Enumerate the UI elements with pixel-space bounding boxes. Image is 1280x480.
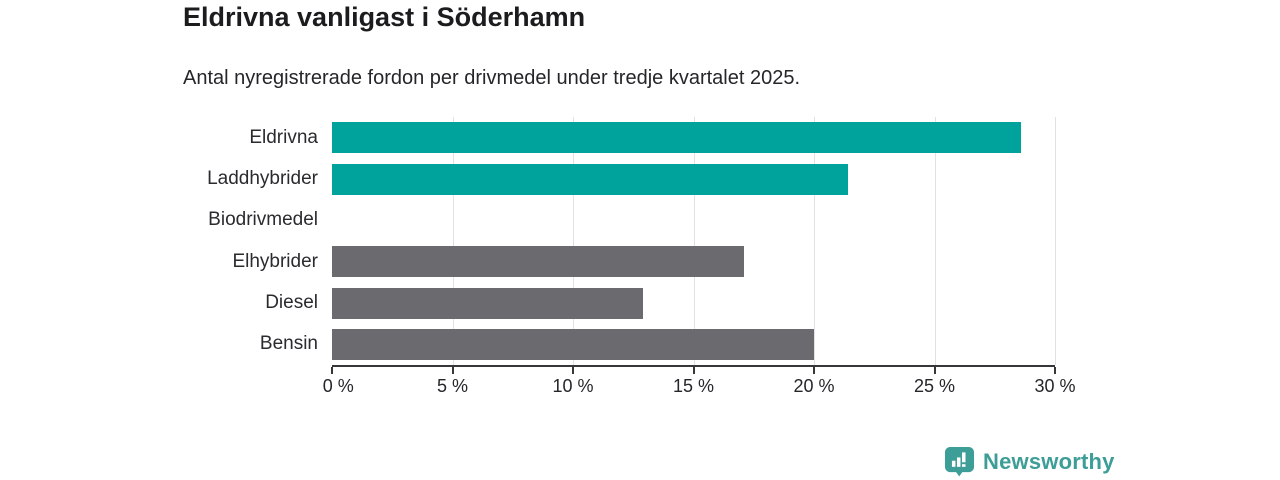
gridline-5 [452, 117, 454, 365]
tick-label-20: 20 % [793, 376, 835, 396]
tick-mark-15 [692, 367, 695, 374]
bar-diesel [332, 287, 643, 319]
tick-label-30: 30 % [1034, 376, 1076, 396]
tick-mark-5 [451, 367, 454, 374]
category-label-eldrivna: Eldrivna [249, 126, 318, 148]
tick-label-5: 5 % [436, 376, 469, 396]
tick-mark-30 [1054, 367, 1056, 374]
tick-label-25: 25 % [913, 376, 956, 396]
tick-mark-10 [572, 367, 574, 374]
category-label-elhybrider: Elhybrider [232, 250, 318, 272]
chart-subtitle: Antal nyregistrerade fordon per drivmede… [183, 67, 801, 89]
tick-mark-0 [331, 367, 333, 374]
x-axis: 0 % 5 % 10 % 15 % 20 % 25 % 30 % [323, 367, 1076, 396]
category-label-diesel: Diesel [265, 291, 318, 313]
y-axis-category-labels: Eldrivna Laddhybrider Biodrivmedel Elhybrid… [0, 117, 318, 365]
plot-area [332, 117, 1056, 367]
tick-label-15: 15 % [672, 376, 715, 396]
bar-elhybrider [332, 246, 745, 278]
tick-label-0: 0 % [322, 376, 354, 396]
bar-eldrivna [332, 122, 1022, 154]
gridline-20 [814, 117, 815, 365]
category-label-bensin: Bensin [259, 333, 318, 355]
logo-text: Newsworthy [983, 448, 1115, 474]
tick-mark-20 [813, 367, 815, 374]
bar-laddhybrider [332, 163, 848, 195]
newsworthy-logo-link[interactable]: Newsworthy [944, 446, 1115, 477]
gridline-30 [1055, 117, 1056, 365]
bar-chart-badge-icon [944, 446, 975, 477]
tick-mark-25 [933, 367, 936, 374]
gridline-25 [934, 117, 936, 365]
gridline-10 [573, 117, 574, 365]
bar-bensin [332, 328, 814, 360]
category-label-biodrivmedel: Biodrivmedel [208, 209, 318, 231]
tick-label-10: 10 % [552, 376, 594, 396]
category-label-laddhybrider: Laddhybrider [207, 167, 318, 189]
gridline-15 [693, 117, 695, 365]
chart-title: Eldrivna vanligast i Söderhamn [183, 2, 586, 32]
